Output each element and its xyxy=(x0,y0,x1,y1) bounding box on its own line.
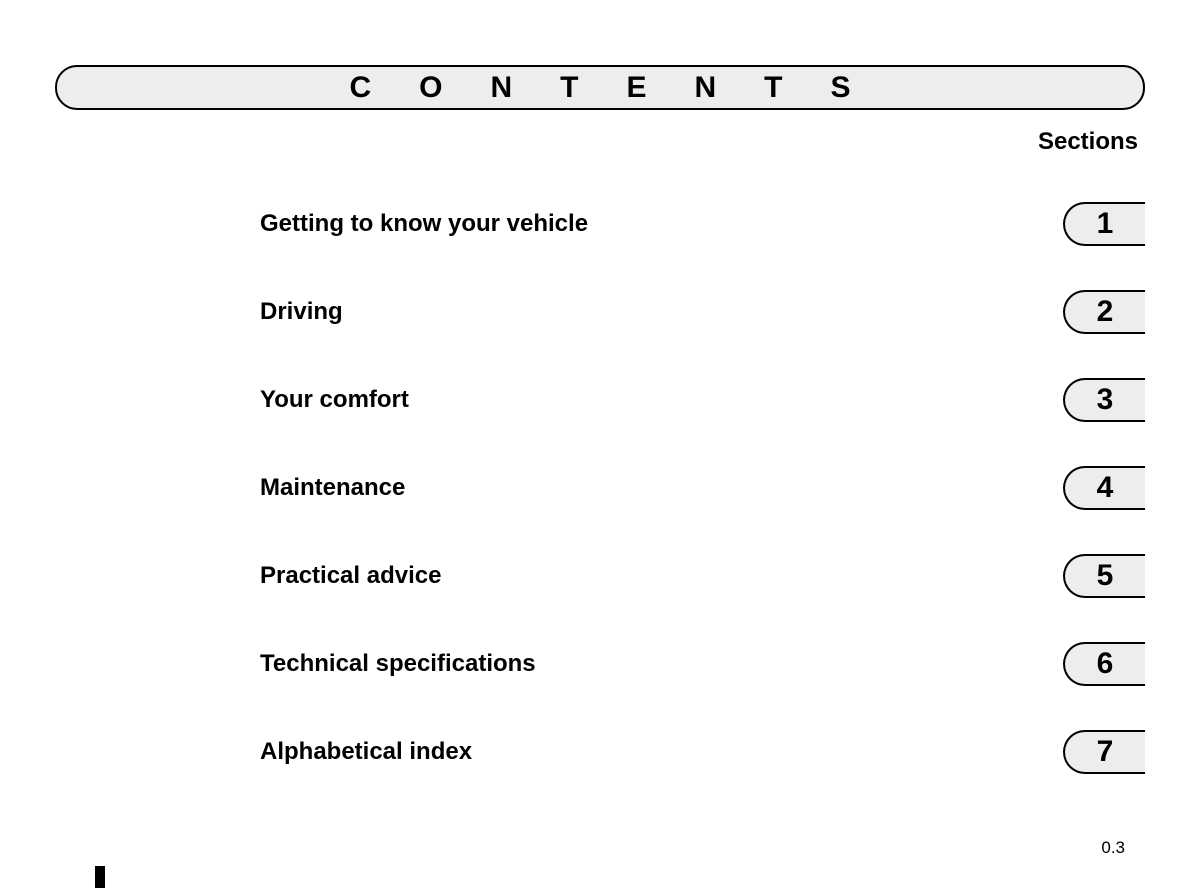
page-title: CONTENTS xyxy=(302,71,899,105)
toc-row: Your comfort 3 xyxy=(260,356,1145,444)
toc-row: Technical specifications 6 xyxy=(260,620,1145,708)
toc-item-title: Technical specifications xyxy=(260,650,536,678)
toc-row: Getting to know your vehicle 1 xyxy=(260,180,1145,268)
toc-row: Practical advice 5 xyxy=(260,532,1145,620)
toc-item-title: Practical advice xyxy=(260,562,441,590)
toc-item-title: Getting to know your vehicle xyxy=(260,210,588,238)
section-tab: 4 xyxy=(1063,466,1145,510)
toc-row: Driving 2 xyxy=(260,268,1145,356)
toc-row: Maintenance 4 xyxy=(260,444,1145,532)
sections-heading: Sections xyxy=(1038,128,1138,156)
corner-mark-icon xyxy=(95,866,105,888)
contents-page: CONTENTS Sections Getting to know your v… xyxy=(0,0,1200,888)
section-tab: 5 xyxy=(1063,554,1145,598)
leader-dots xyxy=(459,564,1035,588)
section-tab: 1 xyxy=(1063,202,1145,246)
leader-dots xyxy=(361,300,1035,324)
toc-list: Getting to know your vehicle 1 Driving 2… xyxy=(260,180,1145,796)
leader-dots xyxy=(606,212,1035,236)
toc-item-title: Alphabetical index xyxy=(260,738,472,766)
leader-dots xyxy=(490,740,1035,764)
section-tab: 6 xyxy=(1063,642,1145,686)
title-bar: CONTENTS xyxy=(55,65,1145,110)
leader-dots xyxy=(423,476,1035,500)
page-number: 0.3 xyxy=(1101,838,1125,858)
toc-item-title: Maintenance xyxy=(260,474,405,502)
toc-item-title: Driving xyxy=(260,298,343,326)
toc-row: Alphabetical index 7 xyxy=(260,708,1145,796)
leader-dots xyxy=(554,652,1035,676)
section-tab: 3 xyxy=(1063,378,1145,422)
section-tab: 7 xyxy=(1063,730,1145,774)
section-tab: 2 xyxy=(1063,290,1145,334)
toc-item-title: Your comfort xyxy=(260,386,409,414)
leader-dots xyxy=(427,388,1035,412)
